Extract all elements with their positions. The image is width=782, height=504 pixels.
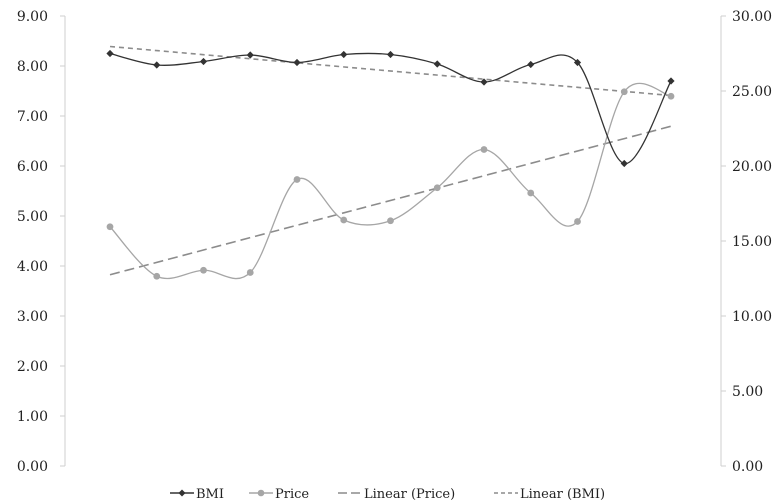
data-point-price (620, 88, 628, 96)
data-point-price (480, 146, 488, 153)
legend-marker (257, 489, 265, 497)
data-point-bmi (199, 57, 208, 66)
left-tick-label: 6.00 (17, 159, 48, 175)
right-tick-label: 15.00 (732, 234, 772, 250)
data-point-bmi (106, 49, 114, 58)
data-point-bmi (573, 58, 582, 67)
data-point-bmi (246, 51, 254, 59)
data-point-bmi (480, 78, 488, 86)
data-point-bmi (527, 60, 535, 69)
series (106, 49, 675, 280)
right-tick-label: 25.00 (732, 84, 772, 100)
series-line-bmi (109, 52, 672, 165)
legend-label: Linear (BMI) (520, 487, 605, 502)
data-point-price (340, 216, 348, 224)
right-tick-label: 0.00 (732, 459, 763, 475)
data-point-bmi (620, 159, 628, 168)
series-price (106, 82, 675, 280)
legend-item-price: Price (249, 487, 309, 502)
data-point-price (106, 223, 114, 231)
left-tick-label: 4.00 (17, 259, 48, 275)
data-point-price (574, 218, 581, 225)
trendlines (109, 45, 672, 276)
right-tick-label: 5.00 (732, 384, 763, 400)
data-point-bmi (667, 77, 675, 85)
data-point-bmi (153, 61, 161, 69)
left-tick-label: 5.00 (17, 209, 48, 225)
data-point-price (527, 189, 535, 197)
left-tick-label: 8.00 (17, 59, 48, 75)
left-tick-label: 1.00 (17, 409, 48, 425)
data-point-bmi (386, 50, 395, 59)
data-point-bmi (293, 58, 301, 67)
left-y-axis: 0.00 1.00 2.00 3.00 4.00 5.00 6.00 7.00 8.00 9.00 (17, 9, 66, 475)
legend-label: BMI (196, 487, 224, 502)
data-point-bmi (340, 50, 348, 59)
data-point-price (153, 272, 161, 280)
left-tick-label: 0.00 (17, 459, 48, 475)
data-point-bmi (433, 60, 441, 68)
right-y-axis: 0.00 5.00 10.00 15.00 20.00 25.00 30.00 (720, 9, 772, 475)
data-point-price (200, 266, 207, 274)
left-tick-label: 7.00 (17, 109, 48, 125)
data-point-price (246, 269, 254, 276)
left-tick-label: 9.00 (17, 9, 48, 25)
legend: BMI Price Linear (Price) Linear (BMI) (170, 487, 605, 502)
legend-label: Price (275, 487, 309, 502)
legend-marker (178, 489, 186, 497)
trendline-bmi (109, 45, 672, 97)
legend-label: Linear (Price) (364, 487, 455, 502)
right-tick-label: 30.00 (732, 9, 772, 25)
series-line-price (109, 82, 672, 280)
legend-item-linear-price: Linear (Price) (338, 487, 455, 502)
right-tick-label: 20.00 (732, 159, 772, 175)
left-tick-label: 2.00 (17, 359, 48, 375)
data-point-price (667, 92, 675, 100)
data-point-price (387, 217, 394, 225)
left-tick-label: 3.00 (17, 309, 48, 325)
right-tick-label: 10.00 (732, 309, 772, 325)
data-point-price (433, 184, 441, 192)
data-point-price (293, 176, 301, 183)
legend-item-linear-bmi: Linear (BMI) (494, 487, 605, 502)
legend-item-bmi: BMI (170, 487, 224, 502)
trendline-price (109, 125, 672, 276)
series-bmi (106, 49, 675, 168)
